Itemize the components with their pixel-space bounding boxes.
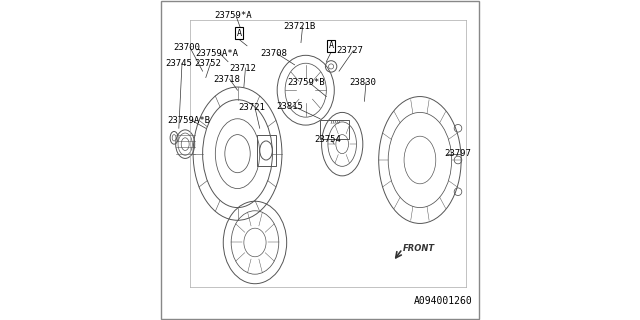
- Text: 23759A*B: 23759A*B: [167, 116, 210, 125]
- Text: 23721B: 23721B: [284, 22, 316, 31]
- Text: 23759A*A: 23759A*A: [195, 49, 239, 58]
- Text: 23759*B: 23759*B: [287, 78, 324, 87]
- Text: 23745: 23745: [165, 59, 192, 68]
- Text: FRONT: FRONT: [403, 244, 435, 253]
- Text: 23721: 23721: [238, 103, 265, 112]
- Text: A: A: [237, 28, 242, 38]
- Text: 23727: 23727: [337, 46, 364, 55]
- Text: 23754: 23754: [314, 135, 341, 144]
- Text: 23797: 23797: [445, 149, 472, 158]
- Text: 23830: 23830: [349, 78, 376, 87]
- Text: A094001260: A094001260: [413, 296, 472, 306]
- Text: 23708: 23708: [260, 49, 287, 58]
- Text: 23718: 23718: [213, 75, 240, 84]
- Text: 23759*A: 23759*A: [214, 11, 252, 20]
- Text: A: A: [328, 41, 333, 50]
- Text: 23815: 23815: [276, 101, 303, 111]
- Text: 23712: 23712: [229, 63, 256, 73]
- Bar: [320, 120, 349, 140]
- Text: 23752: 23752: [194, 59, 221, 68]
- Text: 23700: 23700: [173, 43, 200, 52]
